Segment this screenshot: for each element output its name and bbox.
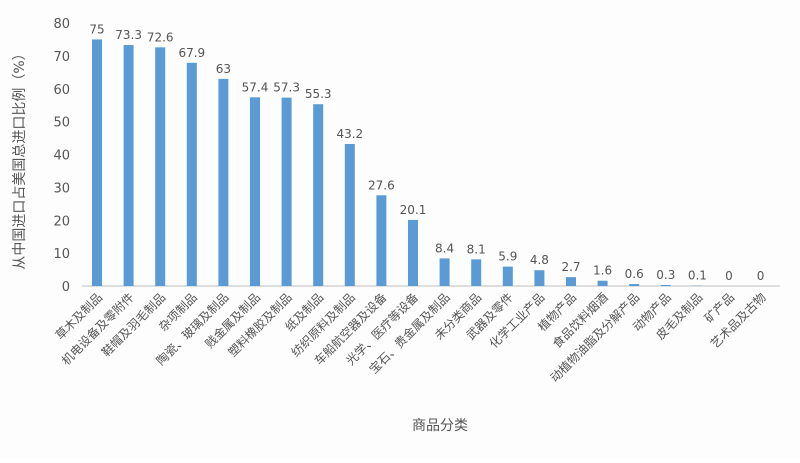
data-label: 0.6 [625,267,644,281]
data-label: 0 [725,269,733,283]
data-label: 43.2 [336,127,363,141]
y-tick-label: 60 [53,83,70,98]
y-tick-label: 20 [53,214,70,229]
y-tick-label: 10 [53,247,70,262]
data-label: 63 [216,62,231,76]
x-axis-title: 商品分类 [412,418,468,434]
data-label: 0.1 [688,269,707,283]
data-label: 67.9 [178,46,205,60]
data-label: 73.3 [115,28,142,42]
data-label: 8.4 [435,241,454,255]
data-label: 0.3 [656,268,675,282]
data-label: 0 [757,269,765,283]
bar [471,259,481,286]
y-tick-label: 30 [53,181,70,196]
y-tick-label: 80 [53,17,70,32]
bar [661,285,671,286]
data-label: 27.6 [368,178,395,192]
bar [534,270,544,286]
y-tick-label: 70 [53,50,70,65]
data-label: 55.3 [305,87,332,101]
bar [282,98,292,286]
data-label: 72.6 [147,30,174,44]
bar [566,277,576,286]
bar [218,79,228,286]
data-label: 75 [89,22,104,36]
data-label: 57.3 [273,81,300,95]
data-label: 57.4 [242,80,269,94]
bar [440,258,450,286]
bar [187,63,197,286]
bar [598,281,608,286]
bar [345,144,355,286]
y-axis-title: 从中国进口占美国总进口比例（%） [12,46,28,269]
data-label: 5.9 [498,250,517,264]
bar [408,220,418,286]
bar [92,39,102,286]
data-label: 4.8 [530,253,549,267]
bar [124,45,134,286]
data-label: 8.1 [467,242,486,256]
bar [376,195,386,286]
data-label: 1.6 [593,264,612,278]
bar [503,267,513,286]
y-tick-label: 50 [53,116,70,131]
y-tick-label: 40 [53,149,70,164]
data-label: 2.7 [561,260,580,274]
y-tick-label: 0 [62,280,70,295]
data-label: 20.1 [400,203,427,217]
bar [250,97,260,286]
bar [313,104,323,286]
bar [155,47,165,286]
bar [629,284,639,286]
